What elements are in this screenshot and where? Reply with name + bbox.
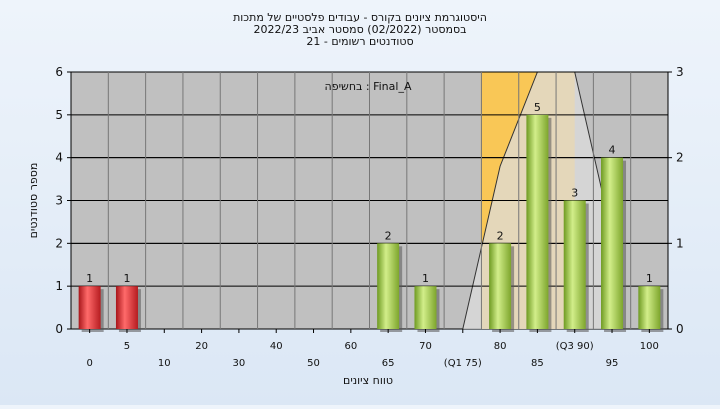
bars (78, 114, 664, 332)
x-tick-label: 65 (382, 358, 395, 369)
y-tick-label: 2 (55, 236, 63, 250)
x-tick-label: 40 (270, 341, 283, 352)
bar-65 (377, 243, 400, 329)
x-tick-label: 60 (344, 341, 357, 352)
x-axis-label: טווח ציונים (343, 374, 393, 387)
y-tick-label: 6 (55, 65, 63, 79)
bar-0 (78, 286, 101, 329)
x-tick-label: 5 (124, 341, 130, 352)
x-tick-label: 85 (531, 358, 544, 369)
x-tick-label: 95 (606, 358, 619, 369)
y-tick-label: 1 (55, 279, 63, 293)
x-tick-label: 70 (419, 341, 432, 352)
bar-85 (526, 114, 549, 329)
x-tick-label: 10 (158, 358, 171, 369)
chart-annotation: בחשיפה : Final_A (325, 80, 412, 93)
bar-80 (489, 243, 512, 329)
data-label-90: 3 (571, 187, 578, 200)
data-label-70: 1 (422, 272, 429, 285)
x-tick-label: (Q3 90) (556, 341, 594, 352)
bar-90 (563, 200, 586, 329)
y2-tick-label: 0 (676, 322, 684, 336)
y-tick-label: 3 (55, 194, 63, 208)
x-tick-label: 30 (233, 358, 246, 369)
data-label-65: 2 (385, 229, 392, 242)
x-tick-label: (Q1 75) (444, 358, 482, 369)
title-line-1: היסטוגרמת ציונים בקורס - עבודים פלסטיים … (233, 11, 487, 24)
data-labels: 1 1 2 1 2 5 3 4 1 (86, 101, 653, 285)
x-tick-label: 100 (640, 341, 659, 352)
data-label-95: 4 (609, 144, 616, 157)
data-label-5: 1 (123, 272, 130, 285)
y2-tick-label: 2 (676, 151, 684, 165)
data-label-100: 1 (646, 272, 653, 285)
x-tick-label: 20 (195, 341, 208, 352)
x-tick-label: 0 (86, 358, 92, 369)
data-label-85: 5 (534, 101, 541, 114)
bar-5 (115, 286, 138, 329)
y-axis-label: מספר סטודנטים (27, 163, 40, 239)
x-tick-label: 50 (307, 358, 320, 369)
x-tick-label: 80 (494, 341, 507, 352)
data-label-0: 1 (86, 272, 93, 285)
title-line-2: בסמסטר (02/2022) סמסטר אביב 2022/23 (253, 23, 466, 36)
y2-tick-label: 1 (676, 236, 684, 250)
bar-95 (601, 157, 624, 329)
y-tick-label: 5 (55, 108, 63, 122)
bar-100 (638, 286, 661, 329)
data-label-80: 2 (497, 229, 504, 242)
bar-70 (414, 286, 437, 329)
y2-tick-label: 3 (676, 65, 684, 79)
y-tick-label: 4 (55, 151, 63, 165)
y-tick-label: 0 (55, 322, 63, 336)
chart-title: היסטוגרמת ציונים בקורס - עבודים פלסטיים … (233, 11, 487, 48)
title-line-3: סטודנטים רשומים - 21 (306, 35, 413, 48)
